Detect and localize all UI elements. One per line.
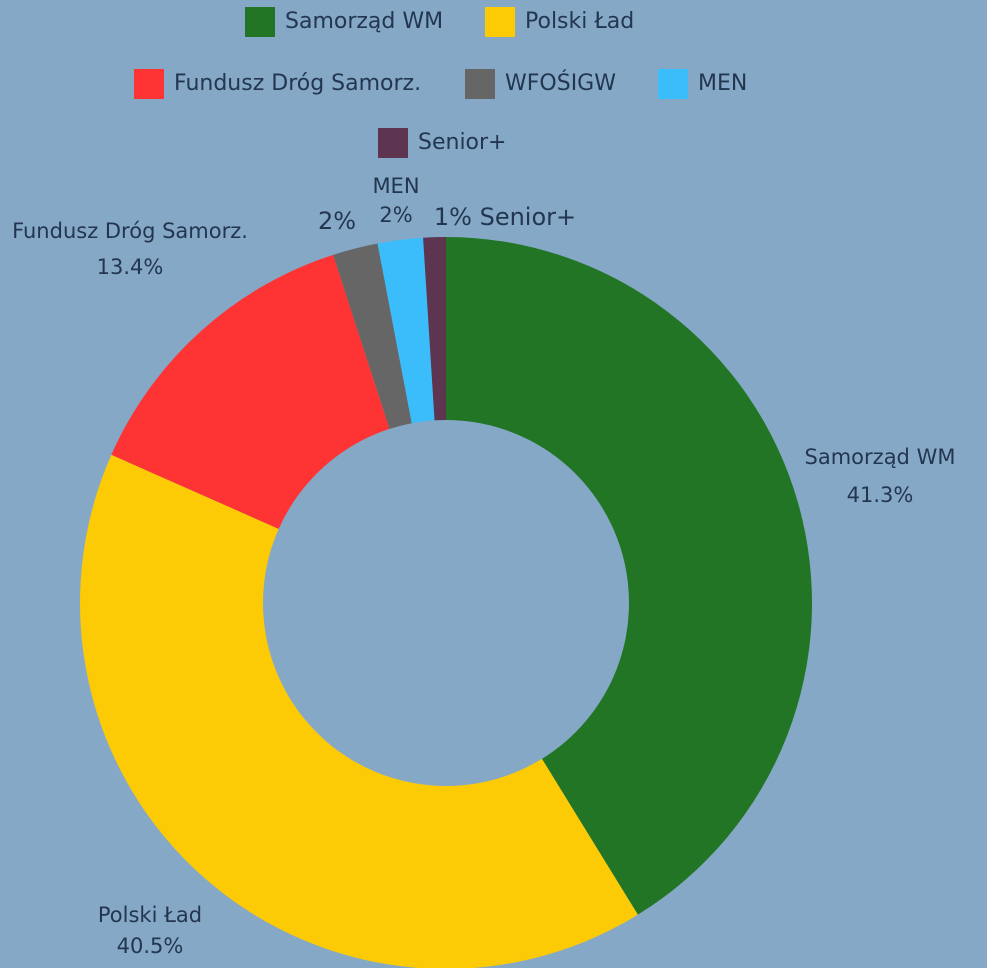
slice-value-label: 2% [379, 203, 412, 227]
donut-slice [446, 237, 812, 915]
donut-slice [80, 454, 638, 968]
legend-label[interactable]: WFOŚIGW [505, 70, 616, 96]
slice-name-label: MEN [372, 174, 419, 198]
legend-swatch [134, 69, 164, 99]
legend-label[interactable]: MEN [698, 71, 747, 96]
legend-swatch [658, 69, 688, 99]
slice-label: 1% Senior+ [434, 203, 576, 231]
slice-value-label: 41.3% [847, 483, 914, 507]
slice-value-label: 40.5% [117, 934, 184, 958]
legend-label[interactable]: Senior+ [418, 130, 507, 155]
legend-label[interactable]: Fundusz Dróg Samorz. [174, 71, 421, 96]
legend-swatch [465, 69, 495, 99]
donut-slice [111, 254, 390, 529]
legend-label[interactable]: Polski Ład [525, 9, 634, 34]
slice-name-label: Senior+ [480, 203, 577, 231]
legend-swatch [245, 7, 275, 37]
slice-name-label: Samorząd WM [805, 445, 956, 469]
slice-name-label: Fundusz Dróg Samorz. [12, 219, 248, 243]
slice-value-label: 1% [434, 203, 472, 231]
legend-label[interactable]: Samorząd WM [285, 9, 443, 34]
slice-value-label: 13.4% [97, 255, 164, 279]
legend-swatch [485, 7, 515, 37]
legend-swatch [378, 128, 408, 158]
donut-slice [333, 243, 412, 429]
donut-slice [423, 237, 446, 421]
slice-name-label: Polski Ład [98, 903, 202, 927]
donut-slice [377, 237, 435, 424]
slice-value-label: 2% [318, 207, 356, 235]
